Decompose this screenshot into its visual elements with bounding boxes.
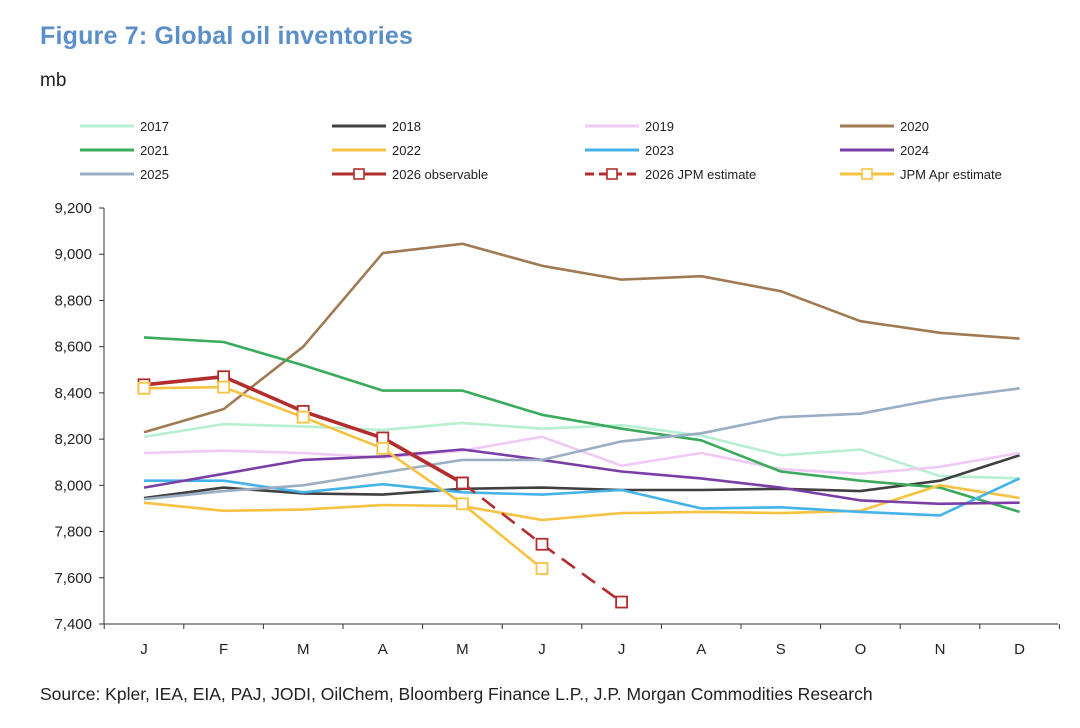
y-tick-label: 9,000: [54, 246, 92, 263]
legend-label-2024: 2024: [900, 143, 929, 158]
y-tick-label: 8,800: [54, 292, 92, 309]
legend-label-2017: 2017: [140, 119, 169, 134]
series-line-2024: [143, 448, 1020, 506]
series-line-2021: [143, 336, 1020, 514]
x-tick-label: S: [776, 641, 786, 658]
y-tick-label: 7,800: [54, 524, 92, 541]
series-marker-jpm-apr-estimate: [217, 380, 231, 394]
series-marker-jpm-apr-estimate: [296, 410, 310, 424]
series-line-2023: [144, 477, 1021, 517]
series-marker-jpm-apr-estimate: [137, 381, 151, 395]
series-line-jpm-apr-estimate: [143, 385, 543, 570]
legend-label-2019: 2019: [645, 119, 674, 134]
series-line-2020: [143, 242, 1020, 434]
series-line-2022: [143, 483, 1020, 522]
legend-marker-2026-observable: [353, 168, 365, 180]
series-marker-jpm-apr-estimate: [455, 497, 469, 511]
series-marker-2026-observable: [217, 370, 231, 384]
y-axis-unit-label: mb: [40, 70, 67, 91]
x-tick-label: N: [935, 641, 946, 658]
legend-label-jpm-apr-estimate: JPM Apr estimate: [900, 167, 1002, 182]
y-tick-label: 8,200: [54, 431, 92, 448]
legend-label-2026-observable: 2026 observable: [392, 167, 488, 182]
legend-label-2026-jpm-estimate: 2026 JPM estimate: [645, 167, 756, 182]
series-marker-2026-jpm-estimate: [615, 595, 628, 609]
y-tick-label: 8,000: [54, 477, 92, 494]
legend-label-2018: 2018: [392, 119, 421, 134]
x-tick-label: J: [538, 641, 546, 658]
series-marker-jpm-apr-estimate: [535, 562, 549, 575]
series-marker-2026-jpm-estimate: [455, 476, 469, 490]
series-marker-jpm-apr-estimate: [376, 441, 390, 455]
source-note: Source: Kpler, IEA, EIA, PAJ, JODI, OilC…: [40, 684, 873, 704]
line-chart: 7,400 7,600 7,800 8,000 8,200 8,400 8,600 8,800…: [54, 119, 1060, 658]
x-tick-label: A: [696, 641, 706, 658]
legend-label-2020: 2020: [900, 119, 929, 134]
series-line-2025: [143, 387, 1020, 501]
x-tick-label: O: [855, 641, 867, 658]
legend-marker-2026-jpm-estimate: [606, 168, 618, 180]
y-tick-label: 8,400: [54, 385, 92, 402]
x-tick-label: M: [297, 641, 310, 658]
series-marker-2026-jpm-estimate: [535, 537, 549, 551]
series-line-2019: [143, 435, 1020, 476]
legend-label-2023: 2023: [645, 143, 674, 158]
chart-title: Figure 7: Global oil inventories: [40, 22, 414, 50]
series-marker-2026-observable: [376, 431, 390, 445]
y-tick-label: 7,400: [54, 616, 92, 633]
y-tick-label: 8,600: [54, 339, 92, 356]
y-tick-label: 7,600: [54, 570, 92, 587]
legend-label-2022: 2022: [392, 143, 421, 158]
x-tick-label: A: [378, 641, 388, 658]
y-tick-label: 9,200: [54, 200, 92, 217]
x-tick-label: J: [618, 641, 626, 658]
legend-label-2025: 2025: [140, 167, 169, 182]
series-line-2017: [143, 421, 1020, 480]
x-tick-label: J: [140, 641, 148, 658]
legend-label-2021: 2021: [140, 143, 169, 158]
series-line-2018: [143, 454, 1020, 500]
x-tick-label: M: [456, 641, 469, 658]
legend-marker-jpm-apr-estimate: [861, 168, 873, 180]
x-tick-label: D: [1014, 641, 1025, 658]
x-tick-label: F: [219, 641, 228, 658]
